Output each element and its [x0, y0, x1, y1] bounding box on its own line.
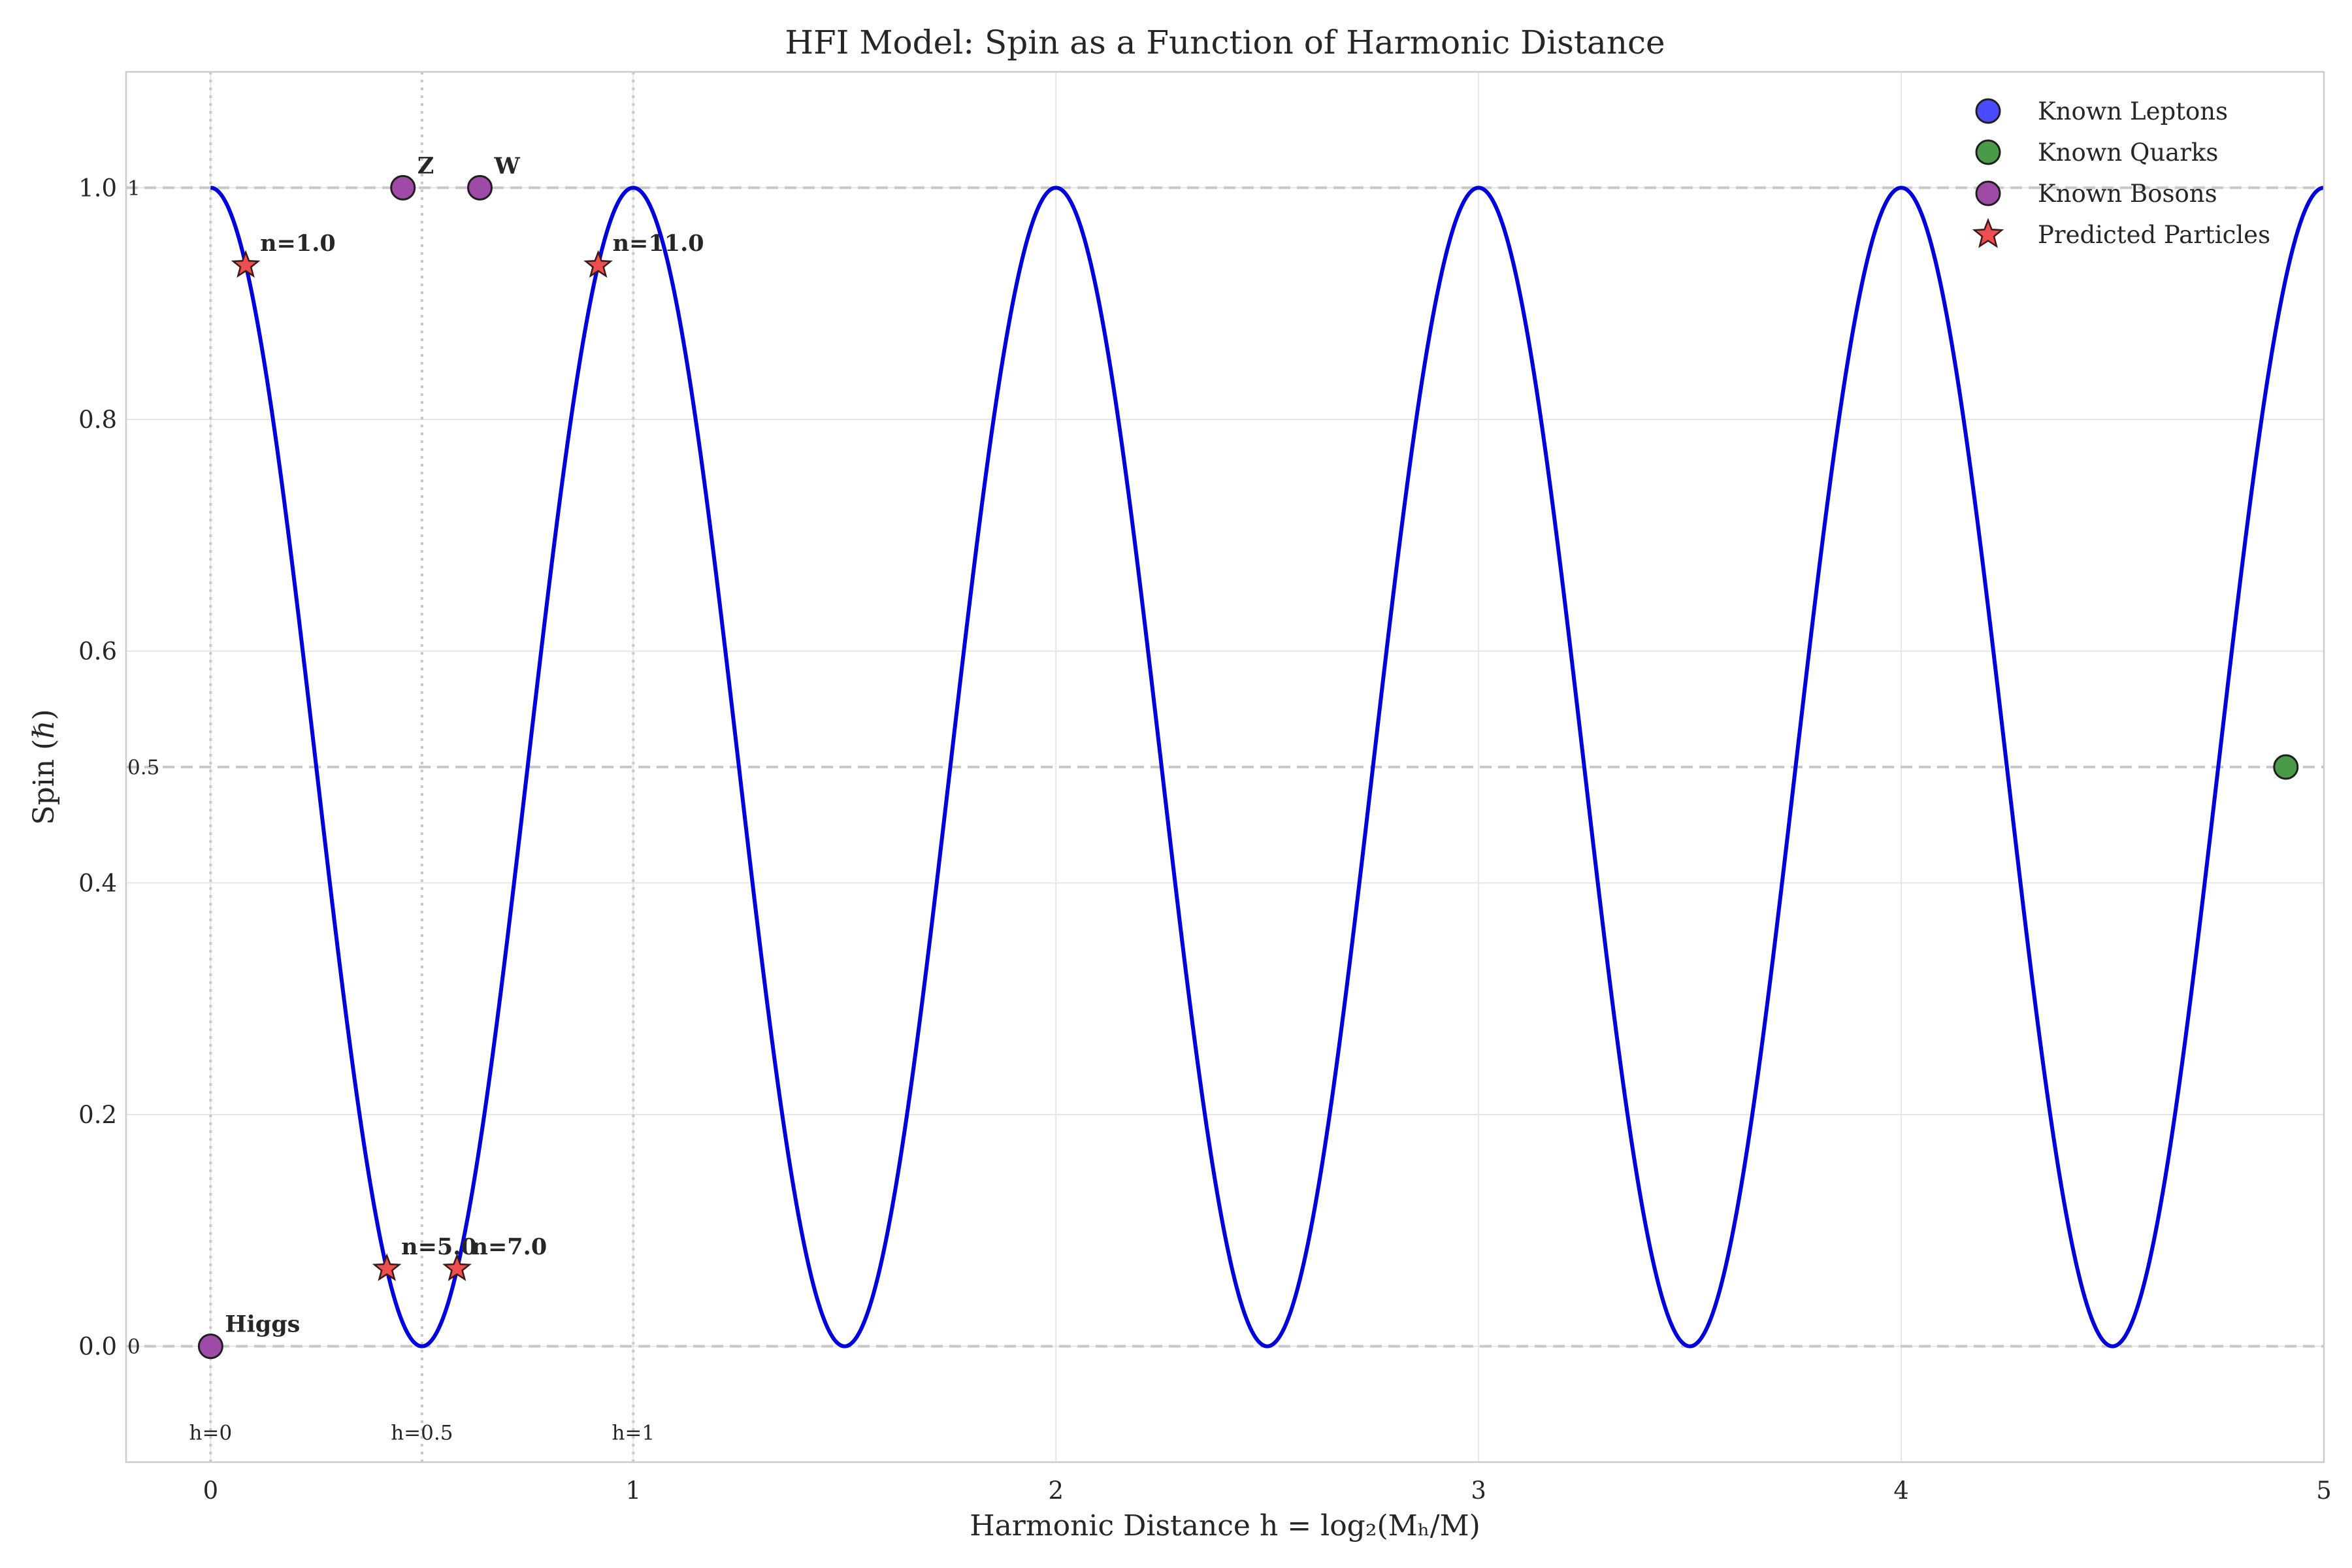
x-tick-label: 1 — [626, 1477, 642, 1505]
point-label: W — [493, 152, 520, 179]
y-tick-label: 0.2 — [78, 1101, 117, 1129]
known-particle-point — [466, 174, 493, 201]
x-tick-label: 2 — [1048, 1477, 1064, 1505]
y-tick-label: 0.8 — [78, 406, 117, 434]
y-tick-label: 0.0 — [78, 1333, 117, 1361]
x-tick-label: 0 — [203, 1477, 219, 1505]
predicted-particle-star — [442, 1253, 472, 1281]
data-points: Higgs Z Wn=1.0 n=5.0n=7.0 n=11.0 — [197, 152, 2299, 1360]
point-label: Higgs — [225, 1311, 300, 1338]
legend-marker-circle — [1975, 139, 2001, 165]
predicted-particle-star — [231, 250, 261, 278]
vertical-reference-label: h=0.5 — [391, 1422, 453, 1445]
predicted-particle-star — [372, 1253, 402, 1281]
legend-label: Known Quarks — [2038, 139, 2218, 167]
x-axis-label: Harmonic Distance h = log₂(Mₕ/M) — [970, 1509, 1480, 1543]
legend-marker-star — [1972, 218, 2004, 248]
legend-label: Known Leptons — [2038, 97, 2228, 125]
y-tick-label: 0.6 — [78, 638, 117, 666]
y-axis-label: Spin (ℏ) — [27, 709, 61, 825]
spin-curve — [210, 186, 2325, 1348]
x-tick-label: 3 — [1471, 1477, 1486, 1505]
x-tick-label: 4 — [1893, 1477, 1909, 1505]
known-particle-point — [197, 1333, 223, 1360]
point-label: n=11.0 — [613, 230, 704, 257]
vertical-reference-label: h=0 — [189, 1422, 233, 1445]
plot-frame — [125, 71, 2325, 1463]
known-particle-point — [2273, 754, 2299, 780]
legend-marker-circle — [1975, 98, 2001, 124]
horizontal-reference-label: 0 — [127, 1335, 140, 1359]
horizontal-reference-label: 0.5 — [127, 756, 159, 779]
point-label: n=7.0 — [472, 1233, 547, 1260]
y-tick-label: 1.0 — [78, 174, 117, 202]
point-label: n=5.0 — [401, 1233, 477, 1260]
y-tick-label: 0.4 — [78, 869, 117, 897]
chart-title: HFI Model: Spin as a Function of Harmoni… — [785, 24, 1665, 61]
legend-marker-circle — [1975, 180, 2001, 206]
point-label: Z — [417, 152, 434, 179]
predicted-particle-star — [583, 250, 613, 278]
legend: Known Leptons Known Quarks Known Bosons Pre… — [1972, 97, 2270, 249]
horizontal-reference-label: 1 — [127, 176, 140, 200]
point-label: n=1.0 — [260, 230, 336, 257]
legend-label: Known Bosons — [2038, 180, 2217, 208]
known-particle-point — [390, 174, 416, 201]
vertical-reference-label: h=1 — [612, 1422, 655, 1445]
tick-labels: 0 1 2 3 4 5 0.0 0.2 0.4 0.6 0.8 1.0 — [78, 174, 2332, 1505]
x-tick-label: 5 — [2316, 1477, 2332, 1505]
legend-label: Predicted Particles — [2038, 221, 2270, 249]
